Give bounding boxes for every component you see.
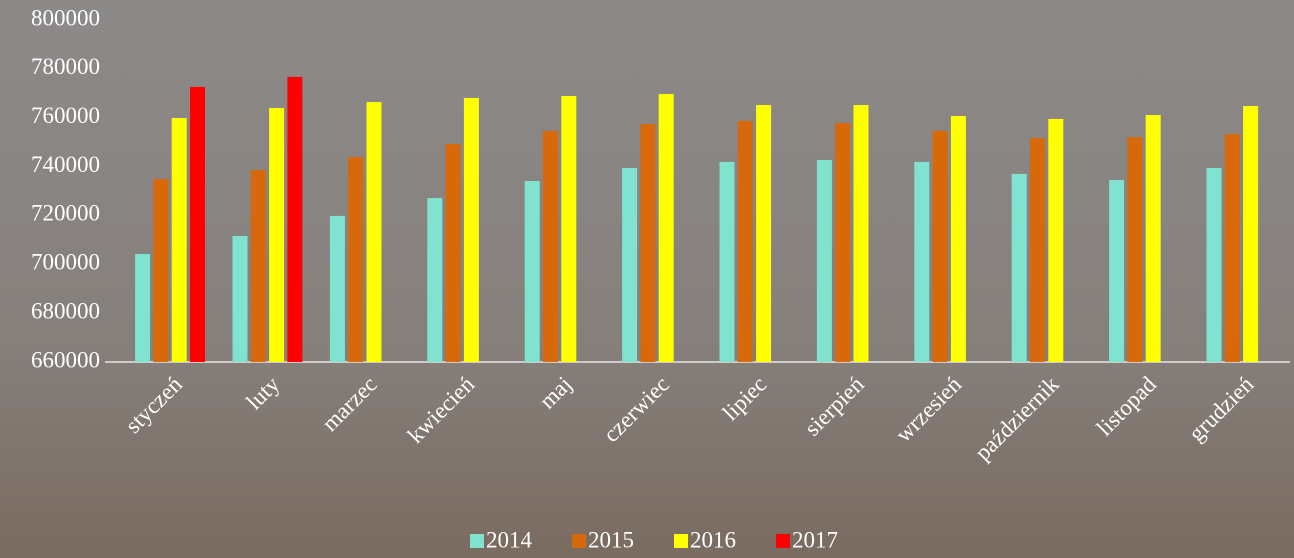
legend-label: 2015 — [588, 527, 634, 552]
y-tick-label: 740000 — [31, 152, 100, 177]
legend-label: 2016 — [690, 527, 736, 552]
bar — [658, 94, 674, 363]
bar — [171, 117, 187, 362]
y-tick-label: 680000 — [31, 298, 100, 323]
bar — [932, 130, 948, 362]
bar — [950, 116, 966, 362]
bar — [250, 169, 266, 362]
bar — [232, 235, 248, 362]
bar — [914, 161, 930, 362]
y-tick-label: 720000 — [31, 201, 100, 226]
bar — [1109, 180, 1125, 362]
bar — [1127, 137, 1143, 362]
y-tick-label: 700000 — [31, 250, 100, 275]
bar — [543, 130, 558, 362]
bar — [1145, 115, 1161, 362]
y-tick-label: 660000 — [31, 347, 100, 372]
legend-swatch — [776, 534, 790, 548]
bar — [287, 76, 303, 362]
bar — [719, 161, 735, 362]
bar — [622, 168, 638, 362]
legend-label: 2014 — [486, 527, 533, 552]
y-tick-label: 800000 — [31, 5, 100, 30]
y-tick-label: 780000 — [31, 54, 100, 79]
bar — [835, 123, 851, 363]
bar — [1243, 105, 1259, 362]
bar — [1224, 134, 1240, 362]
bar — [135, 254, 151, 362]
legend-label: 2017 — [792, 527, 838, 552]
bar — [329, 215, 345, 362]
bar — [853, 105, 869, 363]
legend-swatch — [674, 534, 688, 548]
legend-swatch — [470, 534, 484, 548]
bar — [816, 159, 832, 362]
bar — [561, 95, 577, 363]
bar — [640, 124, 656, 363]
bar — [463, 97, 479, 363]
bar — [153, 179, 169, 362]
bar — [445, 144, 461, 362]
y-tick-label: 760000 — [31, 103, 100, 128]
bar — [524, 180, 540, 362]
bar — [737, 120, 753, 362]
bar — [1030, 137, 1045, 362]
bar — [1048, 118, 1064, 362]
bar — [427, 198, 443, 362]
bar — [190, 86, 205, 362]
legend-swatch — [572, 534, 586, 548]
bar — [366, 102, 382, 362]
bar — [756, 105, 772, 363]
bar — [1011, 173, 1027, 362]
bar — [1206, 168, 1222, 362]
bar — [269, 107, 285, 362]
bar — [348, 157, 364, 362]
